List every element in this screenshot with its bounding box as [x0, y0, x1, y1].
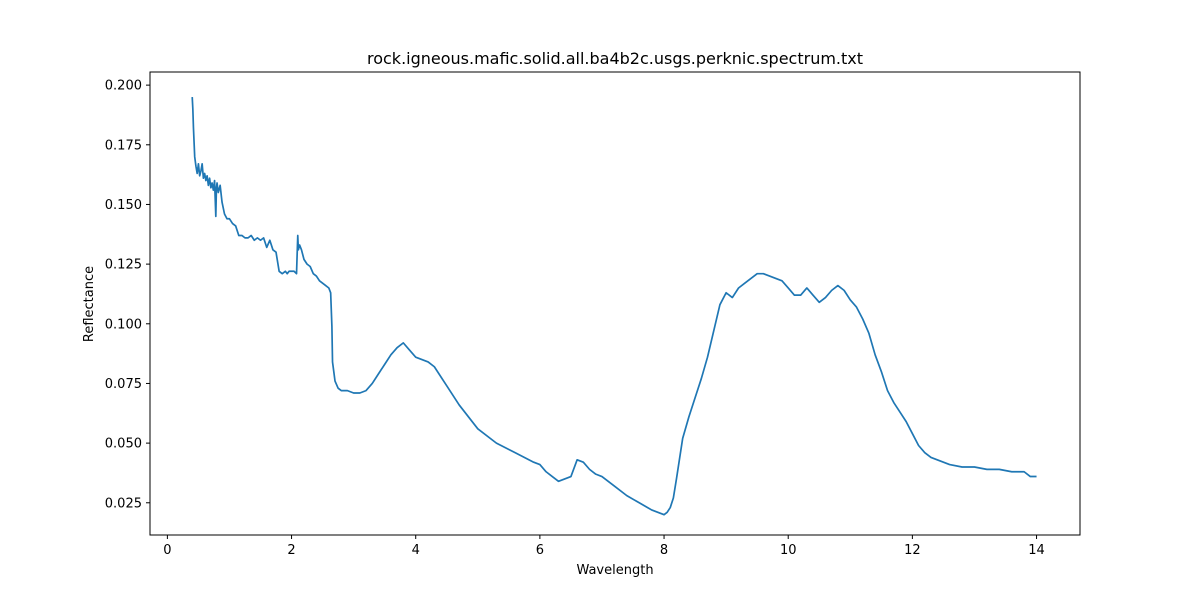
- x-tick-label: 6: [536, 543, 544, 558]
- x-tick-label: 0: [163, 543, 171, 558]
- plot-area: [150, 72, 1080, 535]
- y-tick-label: 0.125: [105, 258, 142, 273]
- y-tick-label: 0.100: [105, 317, 142, 332]
- x-tick-label: 4: [412, 543, 420, 558]
- y-axis-ticks: 0.025 0.050 0.075 0.100 0.125 0.150 0.175 0.200: [105, 79, 150, 511]
- chart-title: rock.igneous.mafic.solid.all.ba4b2c.usgs…: [367, 49, 863, 68]
- y-tick-label: 0.200: [105, 79, 142, 94]
- y-axis-label: Reflectance: [82, 266, 97, 342]
- y-tick-label: 0.150: [105, 198, 142, 213]
- series-layer: [191, 97, 1037, 516]
- y-tick-label: 0.075: [105, 377, 142, 392]
- y-tick-label: 0.175: [105, 138, 142, 153]
- y-tick-label: 0.050: [105, 437, 142, 452]
- x-tick-label: 10: [780, 543, 797, 558]
- x-tick-label: 14: [1028, 543, 1045, 558]
- y-tick-label: 0.025: [105, 496, 142, 511]
- x-axis-label: Wavelength: [576, 563, 653, 578]
- x-axis-ticks: 0 2 4 6 8 10 12 14: [163, 535, 1045, 558]
- x-tick-label: 2: [287, 543, 295, 558]
- x-tick-label: 12: [904, 543, 921, 558]
- x-tick-label: 8: [660, 543, 668, 558]
- series-line: [191, 97, 1037, 516]
- plot-frame: [149, 71, 1081, 536]
